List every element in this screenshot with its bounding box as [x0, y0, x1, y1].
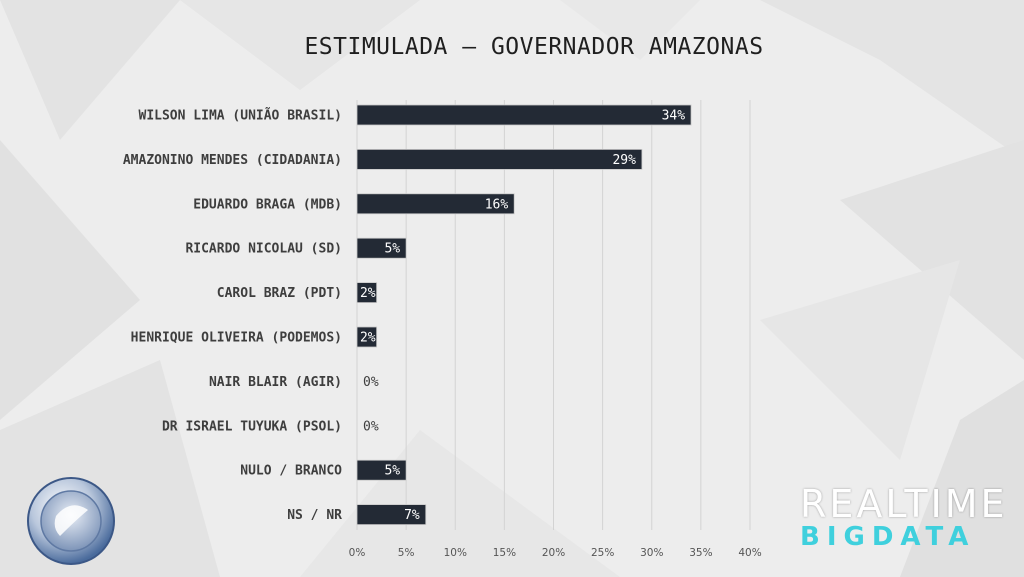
data-label: 2%: [360, 331, 376, 346]
bar: [356, 148, 643, 170]
category-label: NAIR BLAIR (AGIR): [209, 375, 342, 390]
realtime-bigdata-brand: REALTIME BIGDATA: [800, 482, 1008, 552]
data-label: 29%: [612, 153, 636, 168]
category-label: RICARDO NICOLAU (SD): [185, 242, 342, 257]
data-label: 16%: [485, 197, 509, 212]
x-tick-label: 15%: [493, 547, 516, 559]
x-tick-label: 30%: [640, 547, 663, 559]
x-tick-label: 25%: [591, 547, 614, 559]
bar: [356, 459, 407, 481]
category-label: WILSON LIMA (UNIÃO BRASIL): [139, 108, 343, 124]
x-tick-label: 40%: [738, 547, 761, 559]
category-label: NULO / BRANCO: [240, 464, 342, 479]
brand-line-1: REALTIME: [800, 482, 1008, 526]
data-label: 0%: [363, 419, 379, 434]
bar: [356, 504, 427, 526]
data-label: 7%: [404, 508, 420, 523]
data-label: 0%: [363, 375, 379, 390]
category-label: HENRIQUE OLIVEIRA (PODEMOS): [131, 331, 342, 346]
category-label: AMAZONINO MENDES (CIDADANIA): [123, 153, 342, 168]
brand-line-2: BIGDATA: [800, 522, 976, 552]
data-label: 5%: [384, 242, 400, 257]
bar: [356, 193, 515, 215]
chart-title: ESTIMULADA – GOVERNADOR AMAZONAS: [304, 34, 764, 60]
x-tick-label: 20%: [542, 547, 565, 559]
bar: [356, 237, 407, 259]
bar: [356, 282, 378, 304]
x-tick-label: 5%: [398, 547, 415, 559]
data-label: 5%: [384, 464, 400, 479]
bar: [356, 104, 692, 126]
category-label: NS / NR: [287, 508, 342, 523]
x-tick-label: 10%: [444, 547, 467, 559]
x-tick-label: 0%: [349, 547, 366, 559]
bar: [356, 326, 378, 348]
record-tv-logo: [27, 477, 115, 565]
category-label: DR ISRAEL TUYUKA (PSOL): [162, 419, 342, 434]
data-label: 34%: [662, 109, 686, 124]
category-label: EDUARDO BRAGA (MDB): [193, 197, 342, 212]
data-label: 2%: [360, 286, 376, 301]
x-tick-label: 35%: [689, 547, 712, 559]
category-label: CAROL BRAZ (PDT): [217, 286, 342, 301]
